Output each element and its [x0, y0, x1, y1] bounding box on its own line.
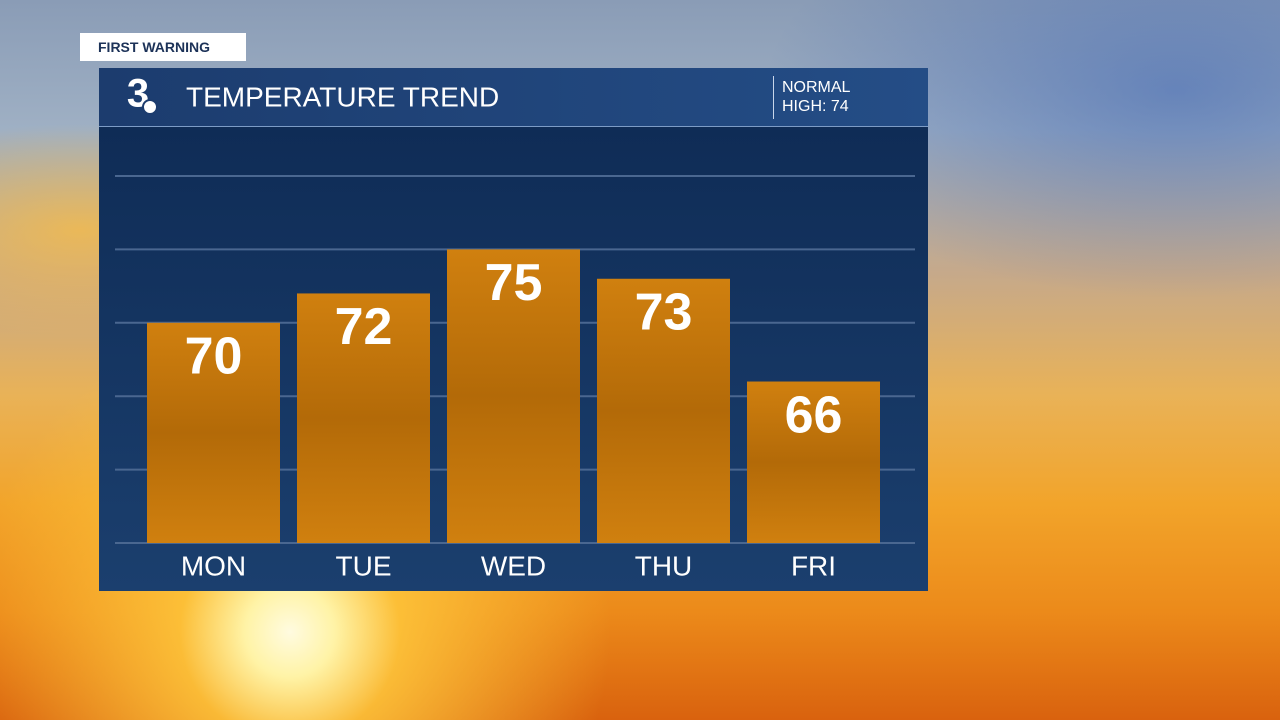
- bar: [597, 278, 730, 543]
- x-tick-label: MON: [181, 550, 246, 581]
- x-tick-label: WED: [481, 550, 546, 581]
- value-label: 75: [485, 254, 543, 312]
- x-tick-label: FRI: [791, 550, 836, 581]
- value-label: 66: [785, 386, 843, 444]
- logo-eye: [142, 99, 158, 115]
- x-tick-label: THU: [635, 550, 693, 581]
- chart-title: TEMPERATURE TREND: [186, 81, 499, 112]
- bar: [447, 249, 580, 543]
- bar: [747, 381, 880, 543]
- value-label: 72: [335, 298, 393, 356]
- value-label: 73: [635, 283, 693, 341]
- header: [99, 68, 928, 126]
- bar: [147, 322, 280, 543]
- tag: FIRST WARNING: [80, 33, 246, 61]
- x-tick-label: TUE: [336, 550, 392, 581]
- note: NORMAL: [782, 79, 851, 96]
- note: HIGH: 74: [782, 98, 849, 115]
- value-label: 70: [185, 328, 243, 386]
- bar: [297, 293, 430, 543]
